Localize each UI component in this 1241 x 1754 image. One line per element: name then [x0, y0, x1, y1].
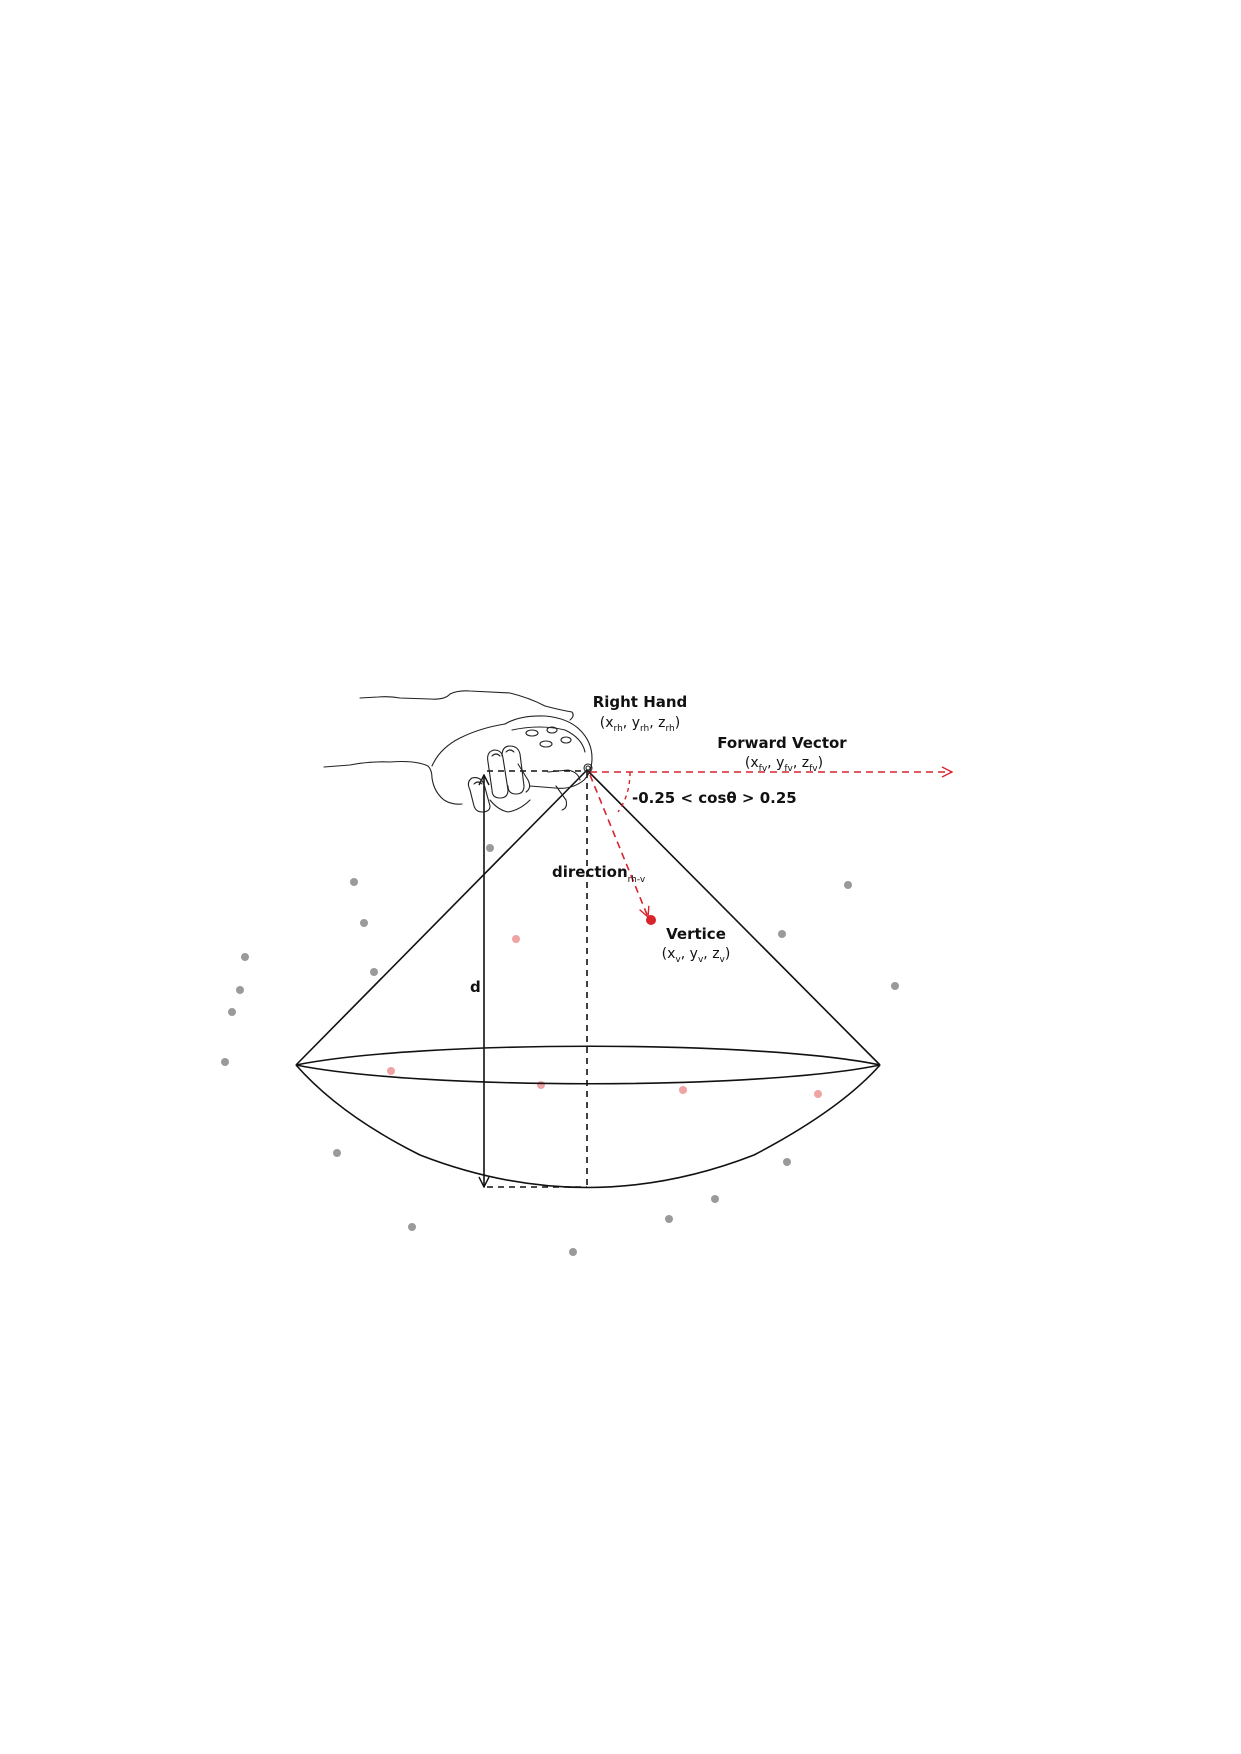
points-in-cone [387, 935, 822, 1098]
vertice-coords: (xv, yv, zv) [662, 946, 731, 965]
selection-cone [295, 769, 881, 1189]
point [844, 881, 852, 889]
point [814, 1090, 822, 1098]
point [350, 878, 358, 886]
forward-vector-title: Forward Vector [717, 734, 847, 752]
point [569, 1248, 577, 1256]
point [387, 1067, 395, 1075]
point [408, 1223, 416, 1231]
point [891, 982, 899, 990]
point [221, 1058, 229, 1066]
point [228, 1008, 236, 1016]
direction-label: directionrh-v [552, 863, 646, 885]
point [333, 1149, 341, 1157]
point [360, 919, 368, 927]
angle-arc [617, 771, 631, 813]
vertice-title: Vertice [666, 925, 726, 943]
point [241, 953, 249, 961]
cone-right-edge [586, 769, 881, 1066]
hand-holding-controller-icon [323, 690, 593, 813]
scattered-points-gray [221, 844, 899, 1256]
forward-vector-coords: (xfv, yfv, zfv) [745, 755, 823, 774]
point [370, 968, 378, 976]
right-hand-title: Right Hand [593, 693, 688, 711]
point [236, 986, 244, 994]
cone-base-ellipse [295, 1045, 881, 1085]
cosine-condition-label: -0.25 < cosθ > 0.25 [632, 789, 797, 807]
point [783, 1158, 791, 1166]
point [537, 1081, 545, 1089]
distance-label: d [470, 978, 481, 996]
direction-arrow [589, 774, 648, 917]
cone-left-edge [295, 769, 588, 1066]
axis-dashes [487, 770, 588, 1188]
point [486, 844, 494, 852]
point [512, 935, 520, 943]
point [665, 1215, 673, 1223]
right-hand-coords: (xrh, yrh, zrh) [600, 715, 680, 734]
target-vertex [646, 915, 656, 925]
point [778, 930, 786, 938]
point [679, 1086, 687, 1094]
point [711, 1195, 719, 1203]
